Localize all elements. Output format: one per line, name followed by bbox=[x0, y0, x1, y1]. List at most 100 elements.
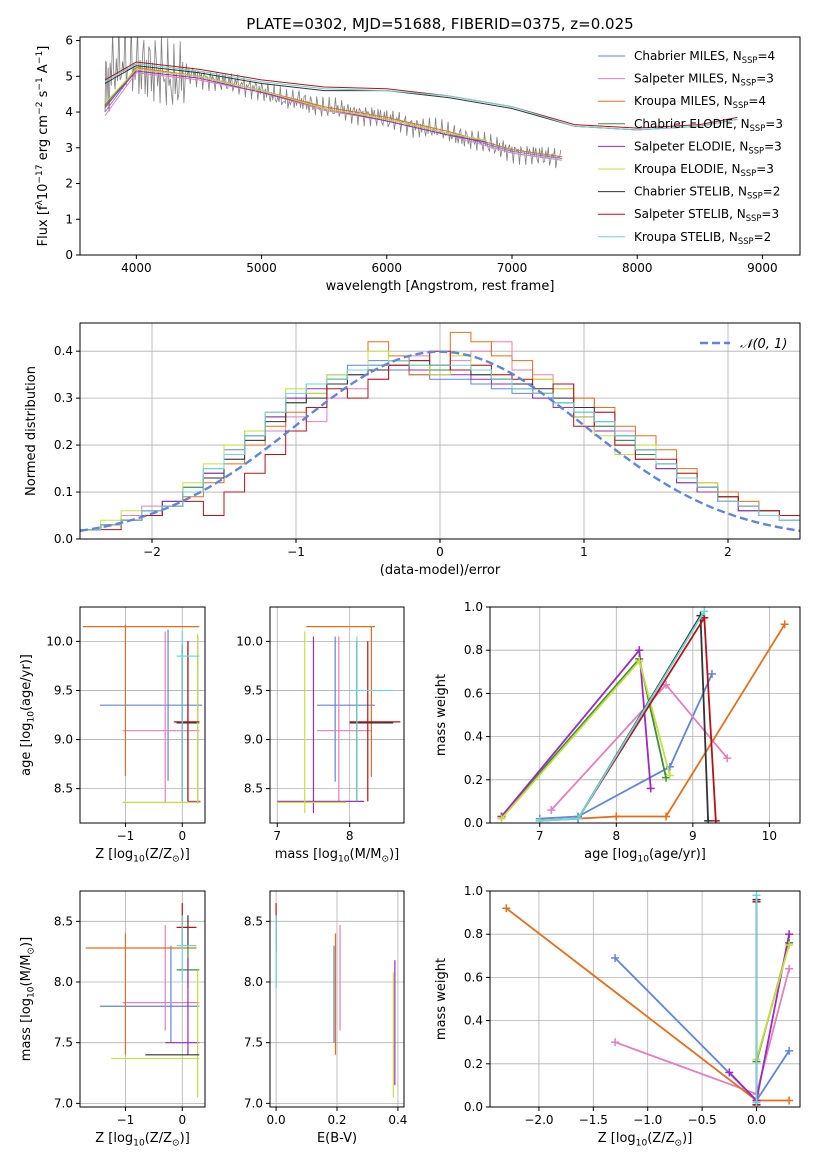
x-axis-label-part: ⊙ bbox=[381, 854, 389, 864]
x-tick-label: 9 bbox=[689, 829, 697, 843]
x-tick-label: 10 bbox=[762, 829, 777, 843]
y-axis-label-part: erg cm bbox=[36, 115, 51, 164]
axes-weight-vs-Z: −2.0 −1.5 −1.0 −0.5 0.0 0.0 0.2 0.4 0.6 0.8 1.0 Z [… bbox=[434, 884, 801, 1148]
y-tick-label: 0.6 bbox=[464, 686, 483, 700]
y-axis-label: mass weight bbox=[434, 674, 449, 756]
x-axis-label-part: ⊙ bbox=[172, 854, 180, 864]
y-tick-label: 8.5 bbox=[54, 782, 73, 796]
y-axis-label-part: λ bbox=[35, 200, 45, 206]
x-axis-label: (data-model)/error bbox=[380, 563, 501, 578]
y-tick-label: 5 bbox=[65, 69, 73, 83]
y-tick-label: 0.8 bbox=[464, 643, 483, 657]
y-tick-label: 1.0 bbox=[464, 884, 483, 898]
y-tick-label: 8.0 bbox=[54, 975, 73, 989]
y-tick-label: 0.3 bbox=[54, 391, 73, 405]
x-tick-label: −0.5 bbox=[688, 1113, 717, 1127]
y-axis-label: Normed distribution bbox=[24, 366, 39, 496]
x-axis-label-part: 10 bbox=[133, 1138, 145, 1148]
legend-entry: Kroupa MILES, NSSP=4 bbox=[634, 94, 766, 110]
y-tick-label: 1 bbox=[65, 212, 73, 226]
model-spectrum-line bbox=[104, 63, 738, 131]
y-axis-label-part: (age/yr)] bbox=[19, 654, 34, 711]
y-axis-label-part: −1 bbox=[35, 51, 45, 64]
y-tick-label: 8.5 bbox=[54, 914, 73, 928]
model-spectrum-line bbox=[104, 68, 488, 142]
x-tick-label: 0.0 bbox=[747, 1113, 766, 1127]
legend-entry: Chabrier MILES, NSSP=4 bbox=[634, 49, 775, 65]
y-tick-label: 7.5 bbox=[54, 1036, 73, 1050]
weight-series-line bbox=[539, 623, 786, 822]
y-tick-label: 7.0 bbox=[244, 1096, 263, 1110]
legend-entry-part: Salpeter MILES, N bbox=[634, 72, 741, 86]
y-axis-label-part: ⊙ bbox=[26, 947, 36, 955]
y-tick-label: 0.0 bbox=[464, 816, 483, 830]
x-axis-label-part: 10 bbox=[133, 854, 145, 864]
x-axis-label-part: (Z/Z bbox=[647, 1131, 674, 1146]
y-tick-label: 10.0 bbox=[236, 634, 263, 648]
x-axis-label-part: (Z/Z bbox=[145, 847, 172, 862]
plot-area-weight-vs-Z bbox=[502, 891, 794, 1107]
axes-age-vs-mass: 7 8 8.5 9.0 9.5 10.0 mass [log10(M/M⊙)] bbox=[236, 606, 405, 864]
plot-area-age-vs-mass bbox=[277, 626, 401, 814]
y-tick-label: 9.0 bbox=[244, 733, 263, 747]
y-tick-label: 4 bbox=[65, 105, 73, 119]
legend-entry: Kroupa STELIB, NSSP=2 bbox=[634, 230, 771, 246]
y-tick-label: 0.4 bbox=[54, 344, 73, 358]
y-axis-label-part: 10 bbox=[26, 711, 36, 723]
model-spectrum-line bbox=[104, 70, 488, 143]
y-tick-label: 0.0 bbox=[464, 1100, 483, 1114]
legend-entry-part: =3 bbox=[756, 72, 774, 86]
axes-mass-vs-Z: −1 07.07.58.08.5Z [log10(Z/Z⊙)]mass [log1… bbox=[19, 890, 206, 1148]
x-axis-label-part: ⊙ bbox=[675, 1138, 683, 1148]
y-tick-label: 8.5 bbox=[244, 782, 263, 796]
spectrum-title: PLATE=0302, MJD=51688, FIBERID=0375, z=0… bbox=[246, 15, 633, 33]
y-axis-label-part: age [log bbox=[19, 723, 34, 776]
legend-entry-part: SSP bbox=[742, 55, 758, 65]
x-axis-label-part: age [log bbox=[584, 847, 637, 862]
legend-entry: Salpeter ELODIE, NSSP=3 bbox=[634, 139, 782, 155]
y-tick-label: 0 bbox=[65, 248, 73, 262]
x-tick-label: −1 bbox=[287, 545, 305, 559]
axes-frame bbox=[79, 606, 206, 824]
y-axis-label-part: mass [log bbox=[19, 998, 34, 1061]
y-tick-label: 0.4 bbox=[464, 730, 483, 744]
x-tick-label: −1 bbox=[117, 1113, 135, 1127]
x-tick-label: 8 bbox=[346, 829, 354, 843]
x-tick-label: 0.4 bbox=[388, 1113, 407, 1127]
x-axis-label-part: Z [log bbox=[95, 847, 133, 862]
x-tick-label: −1.5 bbox=[579, 1113, 608, 1127]
plot-area-spectrum bbox=[104, 37, 738, 169]
x-tick-label: 0 bbox=[436, 545, 444, 559]
x-axis-label-part: ⊙ bbox=[172, 1138, 180, 1148]
y-axis-label: Flux [fλ10−17 erg cm−2 s−1 A−1] bbox=[35, 46, 51, 247]
y-axis-label-part: 10 bbox=[26, 986, 36, 998]
x-tick-label: 7000 bbox=[497, 261, 528, 275]
legend-entry-part: Salpeter STELIB, N bbox=[634, 207, 746, 221]
x-tick-label: −2.0 bbox=[524, 1113, 553, 1127]
legend-entry-part: =2 bbox=[763, 185, 781, 199]
x-axis-label: wavelength [Angstrom, rest frame] bbox=[326, 279, 555, 294]
y-tick-label: 0.4 bbox=[464, 1014, 483, 1028]
legend-entry-part: Chabrier ELODIE, N bbox=[634, 117, 750, 131]
y-axis-label-part: )] bbox=[19, 937, 34, 947]
x-axis-label: Z [log10(Z/Z⊙)] bbox=[95, 1131, 190, 1148]
y-tick-label: 9.0 bbox=[54, 733, 73, 747]
legend-entry-part: =4 bbox=[748, 94, 766, 108]
legend-entry-part: =3 bbox=[761, 207, 779, 221]
y-axis-label: mass [log10(M/M⊙)] bbox=[19, 937, 36, 1061]
x-axis-label-part: Z [log bbox=[598, 1131, 636, 1146]
y-tick-label: 0.0 bbox=[54, 532, 73, 546]
x-axis-label-part: (age/yr)] bbox=[649, 847, 706, 862]
legend-entry: Chabrier STELIB, NSSP=2 bbox=[634, 185, 780, 201]
model-spectrum-line bbox=[104, 72, 563, 161]
y-tick-label: 9.5 bbox=[244, 683, 263, 697]
legend-entry-part: SSP bbox=[741, 168, 757, 178]
x-tick-label: 1 bbox=[580, 545, 588, 559]
y-tick-label: 8.5 bbox=[244, 914, 263, 928]
x-tick-label: 8000 bbox=[622, 261, 653, 275]
weight-series-line bbox=[539, 610, 706, 822]
axes-frame bbox=[269, 606, 405, 824]
